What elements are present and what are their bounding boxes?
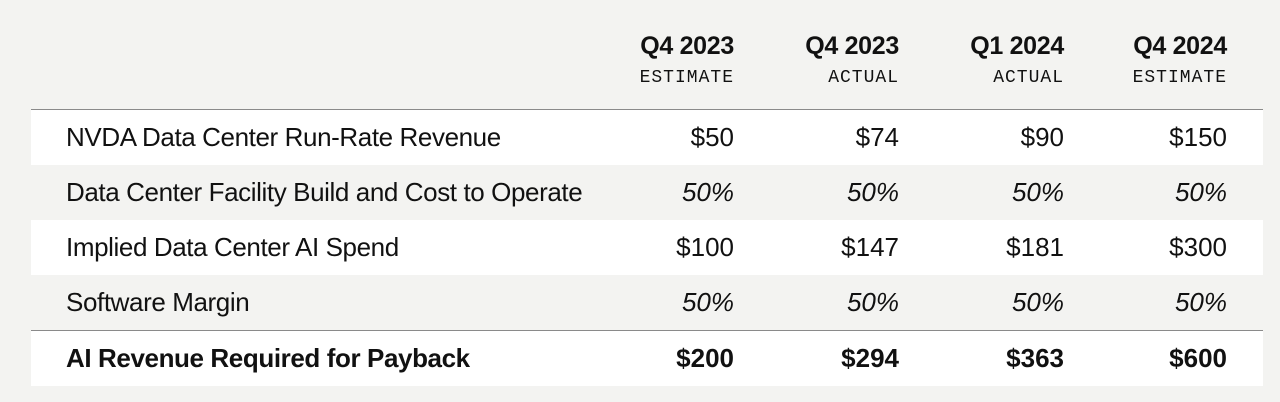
- row-label: Implied Data Center AI Spend: [66, 232, 399, 262]
- total-cell: $363: [1006, 343, 1064, 373]
- column-title: Q4 2023: [805, 32, 899, 60]
- table-cell: $90: [1020, 122, 1064, 152]
- table-cell: $300: [1169, 232, 1227, 262]
- table-row: Data Center Facility Build and Cost to O…: [31, 165, 1263, 220]
- table-cell: 50%: [681, 177, 734, 207]
- table-cell: $147: [841, 232, 899, 262]
- table-cell: $181: [1006, 232, 1064, 262]
- table-cell: $74: [855, 122, 899, 152]
- column-title: Q4 2023: [640, 32, 734, 60]
- row-label: NVDA Data Center Run-Rate Revenue: [66, 122, 501, 152]
- column-subtitle: ESTIMATE: [639, 68, 734, 88]
- column-title: Q4 2024: [1133, 32, 1227, 60]
- total-cell: $600: [1169, 343, 1227, 373]
- table-row: NVDA Data Center Run-Rate Revenue $50 $7…: [31, 110, 1263, 165]
- total-label: AI Revenue Required for Payback: [66, 343, 470, 373]
- total-cell: $200: [676, 343, 734, 373]
- payback-table: Q4 2023 ESTIMATE Q4 2023 ACTUAL Q1 2024 …: [31, 20, 1263, 386]
- table-row: Implied Data Center AI Spend $100 $147 $…: [31, 220, 1263, 275]
- table-cell: 50%: [846, 177, 899, 207]
- total-row: AI Revenue Required for Payback $200 $29…: [31, 330, 1263, 386]
- column-subtitle: ACTUAL: [993, 68, 1064, 88]
- column-subtitle: ESTIMATE: [1132, 68, 1227, 88]
- table-cell: 50%: [846, 287, 899, 317]
- table-cell: $100: [676, 232, 734, 262]
- table-cell: $50: [690, 122, 734, 152]
- table-cell: 50%: [681, 287, 734, 317]
- table-cell: 50%: [1011, 287, 1064, 317]
- table-cell: $150: [1169, 122, 1227, 152]
- table-header: Q4 2023 ESTIMATE Q4 2023 ACTUAL Q1 2024 …: [31, 20, 1263, 110]
- table-cell: 50%: [1011, 177, 1064, 207]
- row-label: Data Center Facility Build and Cost to O…: [66, 177, 583, 207]
- column-title: Q1 2024: [970, 32, 1064, 60]
- table-cell: 50%: [1174, 287, 1227, 317]
- table-row: Software Margin 50% 50% 50% 50%: [31, 275, 1263, 330]
- row-label: Software Margin: [66, 287, 250, 317]
- total-cell: $294: [841, 343, 899, 373]
- column-subtitle: ACTUAL: [828, 68, 899, 88]
- table-cell: 50%: [1174, 177, 1227, 207]
